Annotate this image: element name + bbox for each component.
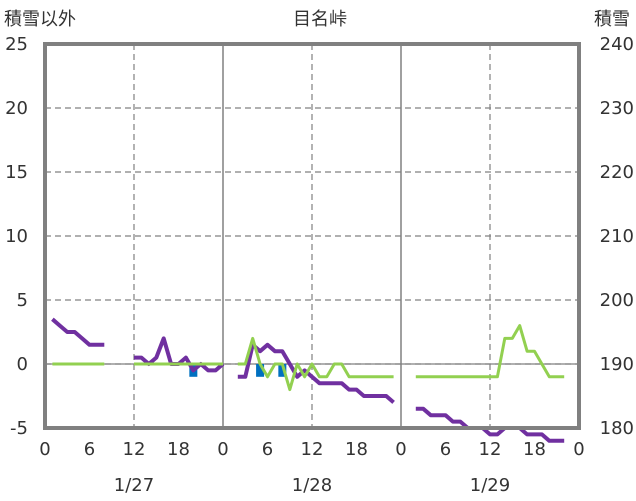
precip-bar [278, 364, 287, 377]
date-label: 1/27 [114, 475, 154, 496]
series-lines [51, 317, 565, 443]
snow_depth-line [415, 406, 565, 443]
left-y-tick-label: 15 [5, 162, 28, 183]
x-tick-label: 0 [217, 439, 228, 460]
right-y-tick-label: 200 [600, 290, 634, 311]
x-tick-label: 12 [301, 439, 324, 460]
left-y-tick-label: 0 [17, 354, 28, 375]
right-y-tick-label: 190 [600, 354, 634, 375]
x-tick-label: 0 [39, 439, 50, 460]
date-label: 1/28 [292, 475, 332, 496]
right-axis-label: 積雪 [594, 9, 630, 30]
left-y-tick-label: 25 [5, 34, 28, 55]
plot-frame [43, 42, 581, 430]
x-tick-label: 18 [345, 439, 368, 460]
right-y-tick-label: 180 [600, 418, 634, 439]
x-tick-label: 12 [479, 439, 502, 460]
right-y-tick-label: 210 [600, 226, 634, 247]
snow_depth-line [134, 336, 225, 373]
x-tick-label: 6 [440, 439, 451, 460]
left-y-tick-label: 10 [5, 226, 28, 247]
x-tick-label: 12 [123, 439, 146, 460]
x-tick-label: 6 [262, 439, 273, 460]
right-y-tick-label: 220 [600, 162, 634, 183]
left-axis-label: 積雪以外 [4, 9, 76, 30]
right-y-tick-label: 230 [600, 98, 634, 119]
temperature-line [237, 336, 394, 392]
x-tick-label: 18 [523, 439, 546, 460]
precip-bar [256, 364, 265, 377]
x-tick-label: 18 [167, 439, 190, 460]
x-tick-label: 0 [573, 439, 584, 460]
x-tick-label: 0 [395, 439, 406, 460]
left-y-tick-label: 5 [17, 290, 28, 311]
right-y-tick-label: 240 [600, 34, 634, 55]
snow_depth-line [51, 317, 105, 347]
left-y-tick-label: -5 [10, 418, 28, 439]
date-label: 1/29 [470, 475, 510, 496]
snow_depth-line [237, 342, 395, 404]
left-y-tick-label: 20 [5, 98, 28, 119]
x-tick-label: 6 [84, 439, 95, 460]
temperature-line [415, 324, 565, 379]
chart-title: 目名峠 [293, 9, 347, 30]
